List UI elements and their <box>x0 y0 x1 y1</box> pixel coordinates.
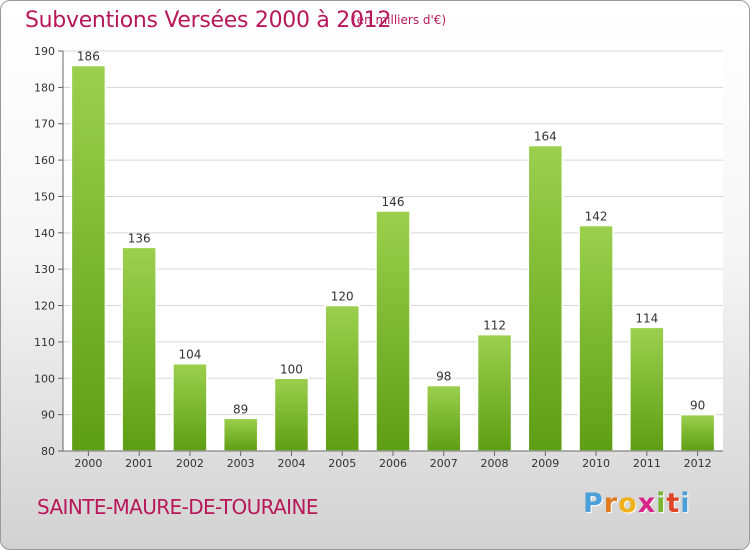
y-tick-label-120: 120 <box>34 300 55 313</box>
value-label-2006: 146 <box>382 195 405 209</box>
value-label-2009: 164 <box>534 130 557 144</box>
bar-2006 <box>375 210 411 452</box>
value-label-2000: 186 <box>77 50 100 64</box>
x-tick-label-2000: 2000 <box>74 457 102 470</box>
bar-2010 <box>578 224 614 452</box>
x-tick-label-2004: 2004 <box>277 457 305 470</box>
y-tick-label-130: 130 <box>34 263 55 276</box>
bar-2012 <box>679 413 716 452</box>
value-label-2002: 104 <box>178 348 201 362</box>
y-tick-label-110: 110 <box>34 336 55 349</box>
value-label-2001: 136 <box>128 231 151 245</box>
x-tick-label-2001: 2001 <box>125 457 153 470</box>
value-label-2007: 98 <box>436 370 451 384</box>
value-label-2003: 89 <box>233 402 248 416</box>
value-label-2011: 114 <box>635 311 658 325</box>
bar-2009 <box>527 144 564 452</box>
town-name: SAINTE-MAURE-DE-TOURAINE <box>37 495 318 519</box>
x-tick-label-2006: 2006 <box>379 457 407 470</box>
x-tick-label-2008: 2008 <box>481 457 509 470</box>
bar-2003 <box>222 417 259 452</box>
chart-title: Subventions Versées 2000 à 2012 <box>25 8 392 33</box>
y-tick-label-180: 180 <box>34 81 55 94</box>
proxiti-logo: Proxiti <box>583 488 691 519</box>
value-label-2008: 112 <box>483 319 506 333</box>
x-tick-label-2009: 2009 <box>531 457 559 470</box>
x-tick-label-2002: 2002 <box>176 457 204 470</box>
bar-2004 <box>273 377 310 452</box>
value-label-2010: 142 <box>585 210 608 224</box>
bar-2008 <box>476 333 513 452</box>
bar-2011 <box>629 326 665 452</box>
bar-2005 <box>324 304 360 452</box>
y-tick-label-150: 150 <box>34 190 55 203</box>
x-tick-label-2011: 2011 <box>633 457 661 470</box>
x-tick-label-2007: 2007 <box>430 457 458 470</box>
value-label-2005: 120 <box>331 290 354 304</box>
y-tick-label-90: 90 <box>41 409 55 422</box>
y-tick-label-140: 140 <box>34 227 55 240</box>
x-tick-label-2003: 2003 <box>227 457 255 470</box>
value-label-2004: 100 <box>280 362 303 376</box>
bar-2002 <box>172 362 208 452</box>
chart-unit-label: (en milliers d'€) <box>352 13 447 27</box>
y-tick-label-80: 80 <box>41 445 55 458</box>
value-label-2012: 90 <box>690 399 705 413</box>
x-tick-label-2010: 2010 <box>582 457 610 470</box>
y-tick-label-170: 170 <box>34 118 55 131</box>
y-tick-label-190: 190 <box>34 45 55 58</box>
bar-2000 <box>70 64 107 452</box>
x-tick-label-2012: 2012 <box>684 457 712 470</box>
y-tick-label-160: 160 <box>34 154 55 167</box>
bar-2001 <box>121 246 157 452</box>
bar-2007 <box>426 384 462 452</box>
y-tick-label-100: 100 <box>34 372 55 385</box>
x-tick-label-2005: 2005 <box>328 457 356 470</box>
